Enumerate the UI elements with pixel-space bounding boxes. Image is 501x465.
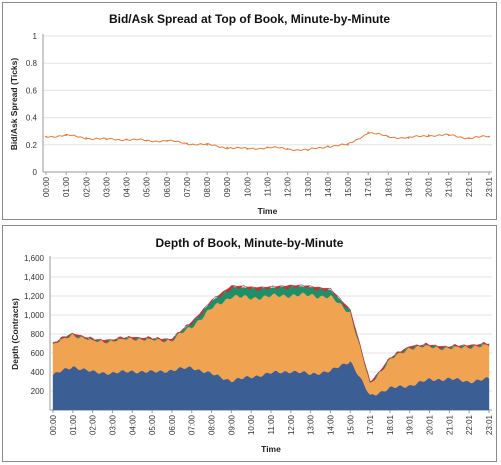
spread-x-tick-label: 12:00 [284,176,293,197]
spread-data-point [165,139,168,142]
depth-x-tick-label: 11:00 [267,414,276,434]
spread-x-tick-label: 03:00 [102,176,111,197]
depth-y-tick-label: 600 [31,349,45,358]
spread-x-axis-title: Time [258,206,278,216]
depth-x-tick-label: 08:00 [208,414,217,435]
depth-y-tick-label: 200 [31,387,45,396]
depth-chart-title: Depth of Book, Minute-by-Minute [155,236,344,250]
spread-data-point [447,134,450,137]
spread-data-point [286,147,289,150]
depth-x-tick-label: 21:01 [445,414,454,435]
spread-x-tick-label: 13:00 [304,176,313,197]
spread-x-tick-label: 11:00 [264,176,273,196]
spread-data-point [45,135,47,138]
spread-data-point [387,135,390,138]
depth-x-tick-label: 06:00 [168,414,177,435]
depth-y-tick-label: 1,000 [24,311,45,320]
spread-x-tick-label: 14:00 [324,176,333,197]
spread-x-tick-label: 18:01 [384,176,393,197]
depth-x-tick-label: 13:00 [307,414,316,435]
depth-series-area [52,284,490,384]
depth-y-tick-label: 1,200 [24,292,45,301]
depth-chart: 200 400 600 800 1,000 1,200 1,400 1,600 00:00 01:… [10,254,494,454]
spread-data-point [226,146,229,149]
spread-x-tick-label: 01:00 [62,176,71,197]
depth-x-tick-label: 14:00 [326,414,335,435]
spread-data-point [105,138,108,141]
depth-y-axis-title: Depth (Contracts) [10,298,20,370]
depth-y-tick-label: 400 [31,368,45,377]
spread-data-point [186,142,188,145]
spread-data-point [85,137,88,139]
depth-x-tick-label: 03:00 [108,414,117,435]
spread-data-point [407,137,410,139]
spread-x-tick-label: 07:00 [183,176,192,197]
spread-data-point [347,143,349,146]
spread-x-tick-label: 00:00 [42,176,51,197]
spread-y-tick-label: 1 [33,32,38,41]
spread-x-tick-label: 17:01 [364,176,373,197]
spread-y-tick-label: 0.8 [26,59,38,68]
depth-x-tick-label: 23:01 [485,414,494,435]
spread-y-tick-label: 0.4 [26,114,38,123]
spread-x-tick-label: 02:00 [82,176,91,197]
spread-data-point [65,134,68,137]
depth-x-tick-label: 10:00 [247,414,256,435]
spread-data-point [206,143,208,146]
depth-y-tick-label: 1,600 [24,254,45,263]
spread-data-point [427,134,430,137]
spread-data-point [266,146,269,149]
spread-chart-title: Bid/Ask Spread at Top of Book, Minute-by… [108,12,391,26]
spread-data-point [367,131,370,134]
spread-x-tick-label: 09:00 [223,176,232,197]
spread-x-tick-label: 05:00 [143,176,152,197]
spread-x-tick-label: 06:00 [163,176,172,197]
spread-chart: 0 0.2 0.4 0.6 0.8 1 00:00 01:00 02:00 03:00 04:00 0… [9,32,494,216]
spread-x-tick-label: 21:01 [445,176,454,197]
depth-x-tick-label: 00:00 [49,414,58,435]
spread-data-point [125,138,128,141]
depth-x-axis-title: Time [261,444,281,454]
spread-x-tick-label: 20:01 [425,176,434,197]
depth-y-tick-label: 800 [31,330,45,339]
depth-x-tick-label: 02:00 [89,414,98,435]
spread-chart-panel: Bid/Ask Spread at Top of Book, Minute-by… [2,2,497,220]
spread-x-tick-label: 08:00 [203,176,212,197]
spread-y-tick-label: 0.6 [26,86,38,95]
depth-x-tick-label: 22:01 [465,414,474,435]
spread-data-point [488,135,490,138]
depth-x-tick-label: 04:00 [128,414,137,435]
spread-x-tick-label: 10:00 [243,176,252,197]
spread-y-tick-label: 0.2 [26,141,38,150]
depth-x-tick-label: 12:00 [287,414,296,435]
depth-x-tick-label: 01:00 [69,414,78,435]
depth-x-tick-label: 15:00 [346,414,355,435]
spread-data-point [246,147,249,150]
spread-y-axis-title: Bid/Ask Spread (Ticks) [9,58,19,151]
depth-chart-panel: Depth of Book, Minute-by-Minute 200 400 60… [2,225,497,462]
depth-y-tick-label: 1,400 [24,273,45,282]
spread-x-tick-label: 04:00 [123,176,132,197]
depth-x-tick-label: 05:00 [148,414,157,435]
spread-x-tick-label: 23:01 [485,176,494,197]
depth-x-tick-label: 20:01 [426,414,435,435]
spread-data-point [467,137,470,139]
depth-x-tick-label: 19:01 [406,414,415,435]
spread-data-point [306,149,309,152]
depth-x-tick-label: 17:01 [366,414,375,435]
spread-x-tick-label: 15:00 [344,176,353,197]
spread-y-tick-label: 0 [33,168,38,177]
depth-x-tick-label: 09:00 [227,414,236,435]
spread-data-point [145,139,148,142]
spread-data-point [327,145,329,148]
spread-x-tick-label: 22:01 [465,176,474,197]
depth-x-tick-label: 18:01 [386,414,395,435]
spread-x-tick-label: 19:01 [404,176,413,197]
depth-x-tick-label: 07:00 [188,414,197,435]
